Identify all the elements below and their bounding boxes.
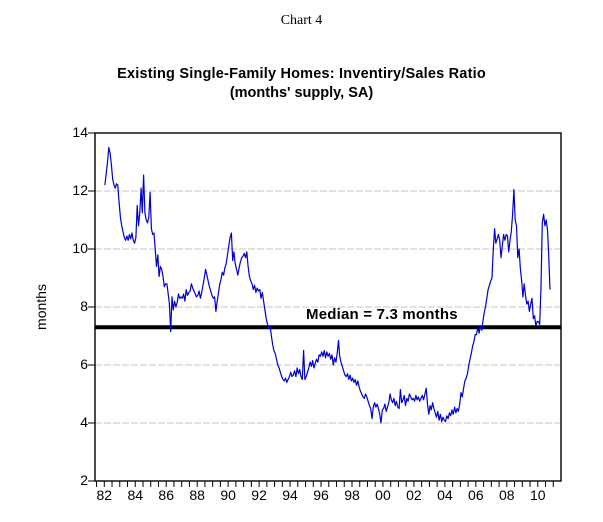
- y-tick-label: 4: [80, 414, 88, 430]
- chart-subtitle: (months' supply, SA): [229, 85, 374, 101]
- x-tick-label: 02: [406, 487, 422, 503]
- x-tick-label: 88: [189, 487, 205, 503]
- median-annotation: Median = 7.3 months: [306, 306, 458, 323]
- x-tick-label: 90: [220, 487, 236, 503]
- x-tick-label: 86: [158, 487, 174, 503]
- y-tick-label: 6: [80, 356, 88, 372]
- x-tick-label: 10: [529, 487, 546, 503]
- y-tick-label: 10: [72, 240, 88, 256]
- y-tick-label: 2: [80, 472, 88, 488]
- x-tick-label: 82: [96, 487, 113, 503]
- x-tick-label: 98: [344, 487, 360, 503]
- x-tick-label: 94: [282, 487, 298, 503]
- y-tick-label: 12: [72, 182, 88, 198]
- x-tick-label: 92: [251, 487, 267, 503]
- y-axis-title: months: [33, 284, 49, 330]
- x-tick-label: 04: [437, 487, 453, 503]
- data-line: [104, 146, 551, 424]
- x-tick-label: 00: [375, 487, 391, 503]
- chart-title: Existing Single-Family Homes: Inventiry/…: [117, 66, 486, 82]
- x-tick-label: 84: [127, 487, 144, 503]
- chart-number-header: Chart 4: [280, 13, 323, 28]
- x-tick-label: 96: [313, 487, 329, 503]
- y-tick-label: 14: [72, 124, 88, 140]
- x-tick-label: 06: [468, 487, 484, 503]
- y-tick-label: 8: [80, 298, 88, 314]
- x-tick-label: 08: [499, 487, 515, 503]
